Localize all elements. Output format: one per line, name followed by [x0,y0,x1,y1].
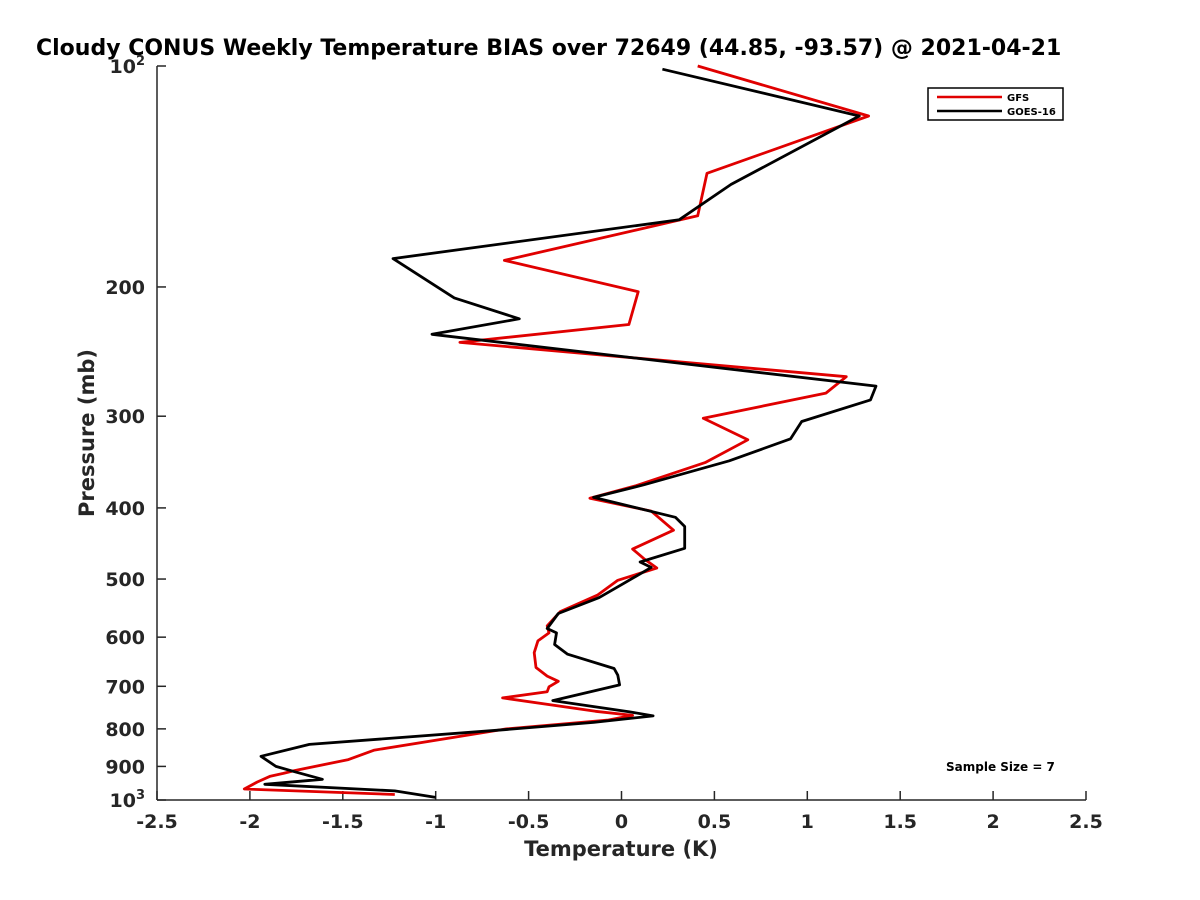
y-axis-label: Pressure (mb) [75,349,99,517]
y-tick-label: 200 [105,277,145,299]
x-tick-label: -0.5 [508,811,550,833]
y-tick-label: 700 [105,676,145,698]
y-tick-label: 500 [105,569,145,591]
x-tick-label: -2.5 [136,811,178,833]
y-tick-label: 103 [110,788,146,812]
series-layer [242,64,878,799]
legend: GFS GOES-16 [927,87,1064,121]
y-tick-label: 800 [105,719,145,741]
y-tick-label: 102 [110,54,146,78]
x-tick-label: -1.5 [322,811,364,833]
x-tick-label: 0.5 [698,811,732,833]
legend-box [927,87,1064,121]
x-tick-label: 1 [801,811,814,833]
x-tick-label: 2 [986,811,999,833]
x-tick-label: -1 [425,811,446,833]
sample-size-annotation: Sample Size = 7 [946,760,1055,774]
x-axis-label: Temperature (K) [524,837,718,861]
legend-label-gfs: GFS [1007,93,1029,104]
y-tick-label: 900 [105,756,145,778]
y-tick-label: 300 [105,406,145,428]
y-tick-label: 600 [105,627,145,649]
chart-title: Cloudy CONUS Weekly Temperature BIAS ove… [36,36,1061,61]
legend-label-goes-16: GOES-16 [1007,107,1056,118]
series-line-gfs [242,64,870,796]
y-tick-label: 400 [105,498,145,520]
x-tick-label: 1.5 [883,811,917,833]
x-tick-label: 0 [615,811,628,833]
x-tick-label: -2 [239,811,260,833]
x-tick-label: 2.5 [1069,811,1103,833]
series-line-goes-16 [259,67,878,799]
plot-axes: -2.5 -2 -1.5 -1 -0.5 0 0.5 1 1.5 2 2.5 102 200 300 400… [105,54,1103,833]
